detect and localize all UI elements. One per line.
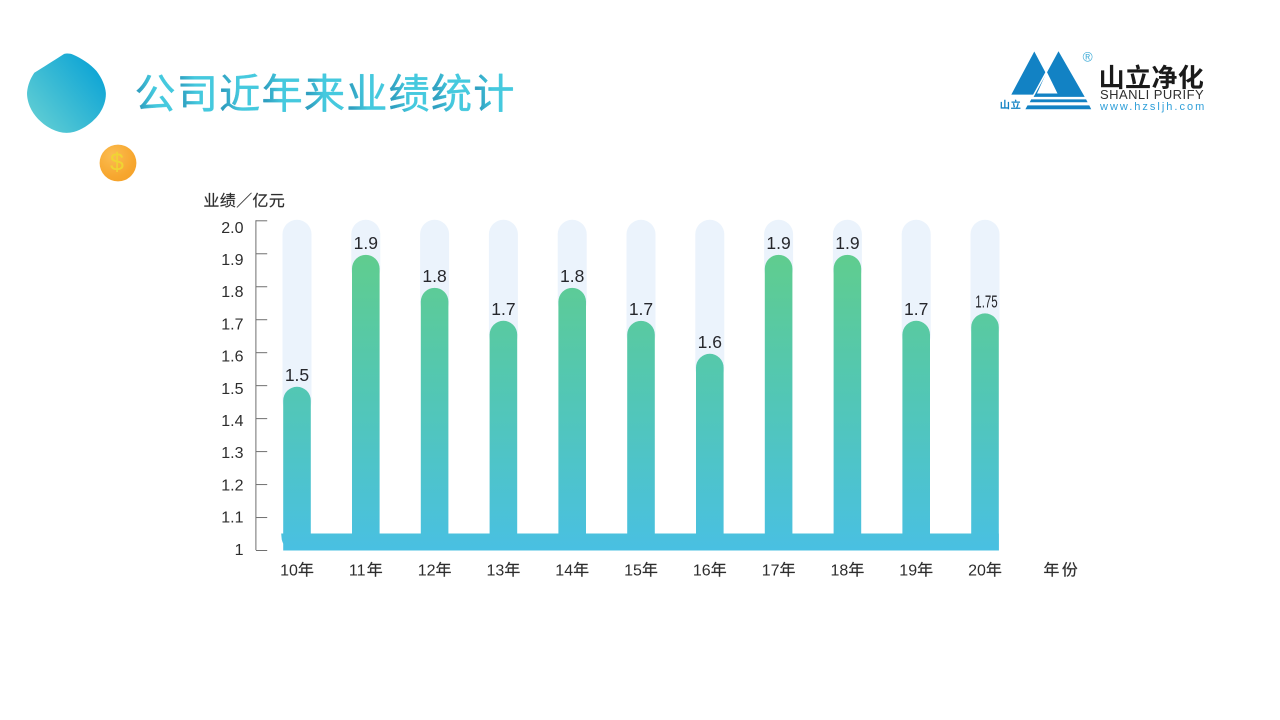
svg-text:www.hzsljh.com: www.hzsljh.com <box>1099 101 1206 113</box>
svg-text:1.7: 1.7 <box>491 299 515 319</box>
svg-text:17: 17 <box>762 562 780 579</box>
svg-text:®: ® <box>1083 49 1093 64</box>
svg-text:1: 1 <box>235 542 244 559</box>
svg-text:16: 16 <box>693 562 711 579</box>
svg-text:19: 19 <box>899 562 917 579</box>
svg-text:1.9: 1.9 <box>221 252 243 269</box>
svg-text:SHANLI PURIFY: SHANLI PURIFY <box>1100 87 1204 102</box>
svg-text:1.3: 1.3 <box>221 445 243 462</box>
svg-text:1.6: 1.6 <box>221 349 243 366</box>
svg-text:10: 10 <box>280 562 298 579</box>
svg-text:1.9: 1.9 <box>766 233 790 253</box>
svg-text:20: 20 <box>968 562 986 579</box>
svg-text:14: 14 <box>555 562 573 579</box>
svg-text:13: 13 <box>487 562 505 579</box>
svg-text:1.5: 1.5 <box>285 365 309 385</box>
svg-text:1.4: 1.4 <box>221 413 243 430</box>
svg-text:1.1: 1.1 <box>221 510 243 527</box>
svg-text:$: $ <box>110 149 124 177</box>
svg-text:1.9: 1.9 <box>354 233 378 253</box>
svg-text:18: 18 <box>831 562 849 579</box>
svg-text:15: 15 <box>624 562 642 579</box>
svg-text:1.2: 1.2 <box>221 477 243 494</box>
svg-text:11: 11 <box>349 562 366 579</box>
svg-text:12: 12 <box>418 562 436 579</box>
svg-text:1.7: 1.7 <box>629 299 653 319</box>
svg-text:1.5: 1.5 <box>221 381 243 398</box>
svg-text:1.8: 1.8 <box>422 266 446 286</box>
svg-text:1.75: 1.75 <box>975 292 997 312</box>
svg-text:1.6: 1.6 <box>698 332 722 352</box>
svg-text:1.7: 1.7 <box>904 299 928 319</box>
svg-text:1.8: 1.8 <box>560 266 584 286</box>
svg-text:1.9: 1.9 <box>835 233 859 253</box>
svg-text:1.7: 1.7 <box>221 316 243 333</box>
svg-text:1.8: 1.8 <box>221 284 243 301</box>
svg-text:2.0: 2.0 <box>221 220 243 237</box>
